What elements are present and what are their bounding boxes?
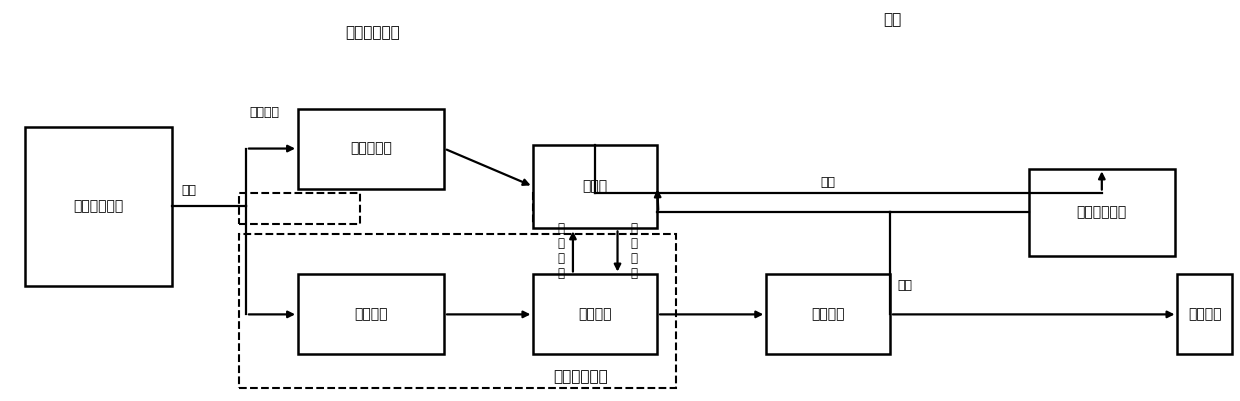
Bar bbox=[766, 274, 890, 354]
Text: 供电: 供电 bbox=[821, 176, 836, 188]
Text: 无线传输模块: 无线传输模块 bbox=[1076, 205, 1127, 219]
Text: 脉冲信号: 脉冲信号 bbox=[249, 106, 279, 119]
Bar bbox=[533, 274, 657, 354]
Bar bbox=[238, 235, 676, 388]
Text: 电
压
监
测: 电 压 监 测 bbox=[557, 223, 564, 280]
Text: 控制器: 控制器 bbox=[583, 180, 608, 194]
Text: 计数: 计数 bbox=[883, 12, 901, 27]
Text: 整流电路: 整流电路 bbox=[355, 308, 388, 321]
Bar bbox=[533, 144, 657, 229]
Bar bbox=[298, 274, 444, 354]
Text: 电压比较器: 电压比较器 bbox=[350, 142, 392, 156]
Text: 保护电路: 保护电路 bbox=[811, 308, 844, 321]
Bar bbox=[533, 192, 573, 225]
Text: 发电: 发电 bbox=[181, 184, 196, 196]
Bar bbox=[1177, 274, 1231, 354]
Bar bbox=[1029, 168, 1174, 257]
Text: 电磁发电结构: 电磁发电结构 bbox=[73, 199, 124, 213]
Bar bbox=[26, 127, 171, 286]
Text: 计数供能电路: 计数供能电路 bbox=[553, 370, 608, 385]
Text: 外接负载: 外接负载 bbox=[1188, 308, 1221, 321]
Bar bbox=[298, 109, 444, 188]
Text: 储能模块: 储能模块 bbox=[579, 308, 613, 321]
Text: 计数测量电路: 计数测量电路 bbox=[345, 25, 399, 40]
Bar bbox=[238, 192, 360, 225]
Text: 供电: 供电 bbox=[898, 279, 913, 292]
Text: 电
压
反
馈: 电 压 反 馈 bbox=[630, 223, 637, 280]
